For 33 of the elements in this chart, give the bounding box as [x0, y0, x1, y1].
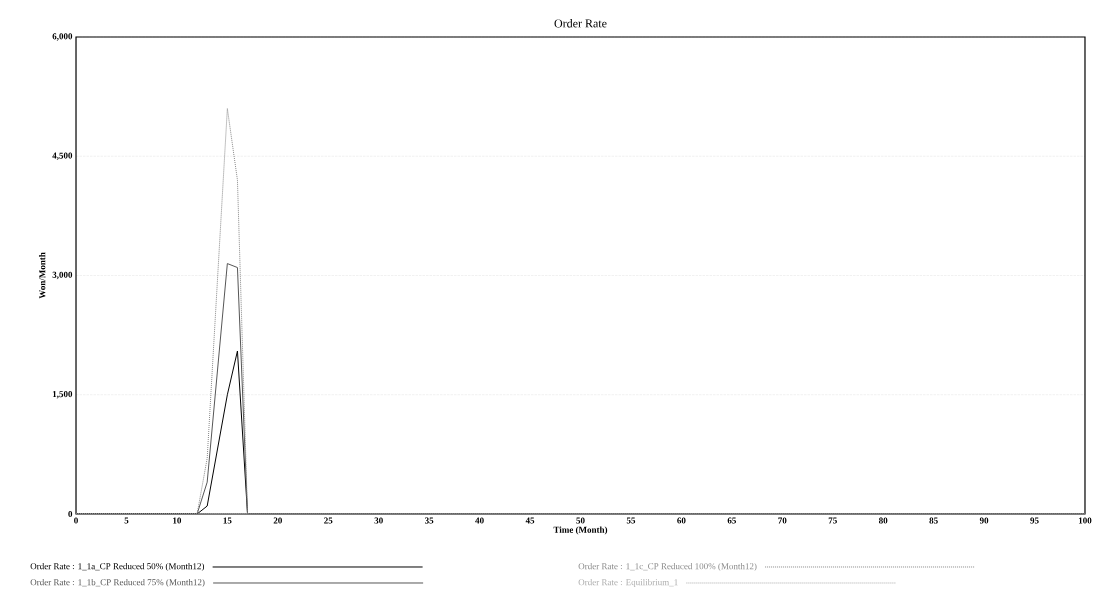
x-tick-label: 80 — [878, 517, 888, 524]
x-tick-label: 50 — [576, 517, 585, 524]
x-tick-label: 90 — [979, 517, 989, 524]
x-tick-label: 30 — [374, 517, 383, 524]
y-tick-label: 4,500 — [52, 152, 73, 160]
x-tick-label: 95 — [1030, 517, 1039, 524]
y-tick-label: 1,500 — [52, 391, 73, 399]
text: Order Rate : 1_1b_CP Reduced 75% (Month12) — [30, 578, 205, 588]
x-tick-label: 60 — [677, 517, 686, 524]
x-tick-label: 55 — [626, 517, 636, 524]
y-axis-title: Won/Month — [38, 252, 46, 299]
x-tick-label: 10 — [173, 517, 182, 524]
x-tick-label: 25 — [324, 517, 333, 524]
text: Order Rate : 1_1a_CP Reduced 50% (Month12) — [30, 562, 205, 572]
text: Order Rate : Equilibrium_1 — [578, 578, 678, 588]
x-tick-label: 85 — [929, 517, 938, 524]
x-tick-label: 15 — [223, 517, 232, 524]
y-tick-label: 3,000 — [52, 271, 73, 280]
x-axis-title: Time (Month) — [553, 526, 608, 535]
x-tick-label: 65 — [727, 517, 737, 524]
y-tick-label: 6,000 — [52, 33, 73, 41]
x-tick-label: 40 — [475, 517, 484, 524]
x-tick-label: 35 — [425, 517, 434, 524]
x-tick-label: 45 — [525, 517, 535, 524]
text: Order Rate : 1_1c_CP Reduced 100% (Month12) — [578, 562, 757, 572]
x-tick-label: 75 — [828, 517, 837, 524]
x-tick-label: 0 — [74, 517, 78, 524]
y-tick-label: 0 — [68, 510, 73, 518]
x-tick-label: 70 — [778, 517, 787, 524]
x-tick-label: 100 — [1078, 517, 1092, 524]
x-tick-label: 20 — [273, 517, 282, 524]
x-tick-label: 5 — [124, 517, 129, 524]
chart-title: Order Rate — [554, 19, 607, 28]
